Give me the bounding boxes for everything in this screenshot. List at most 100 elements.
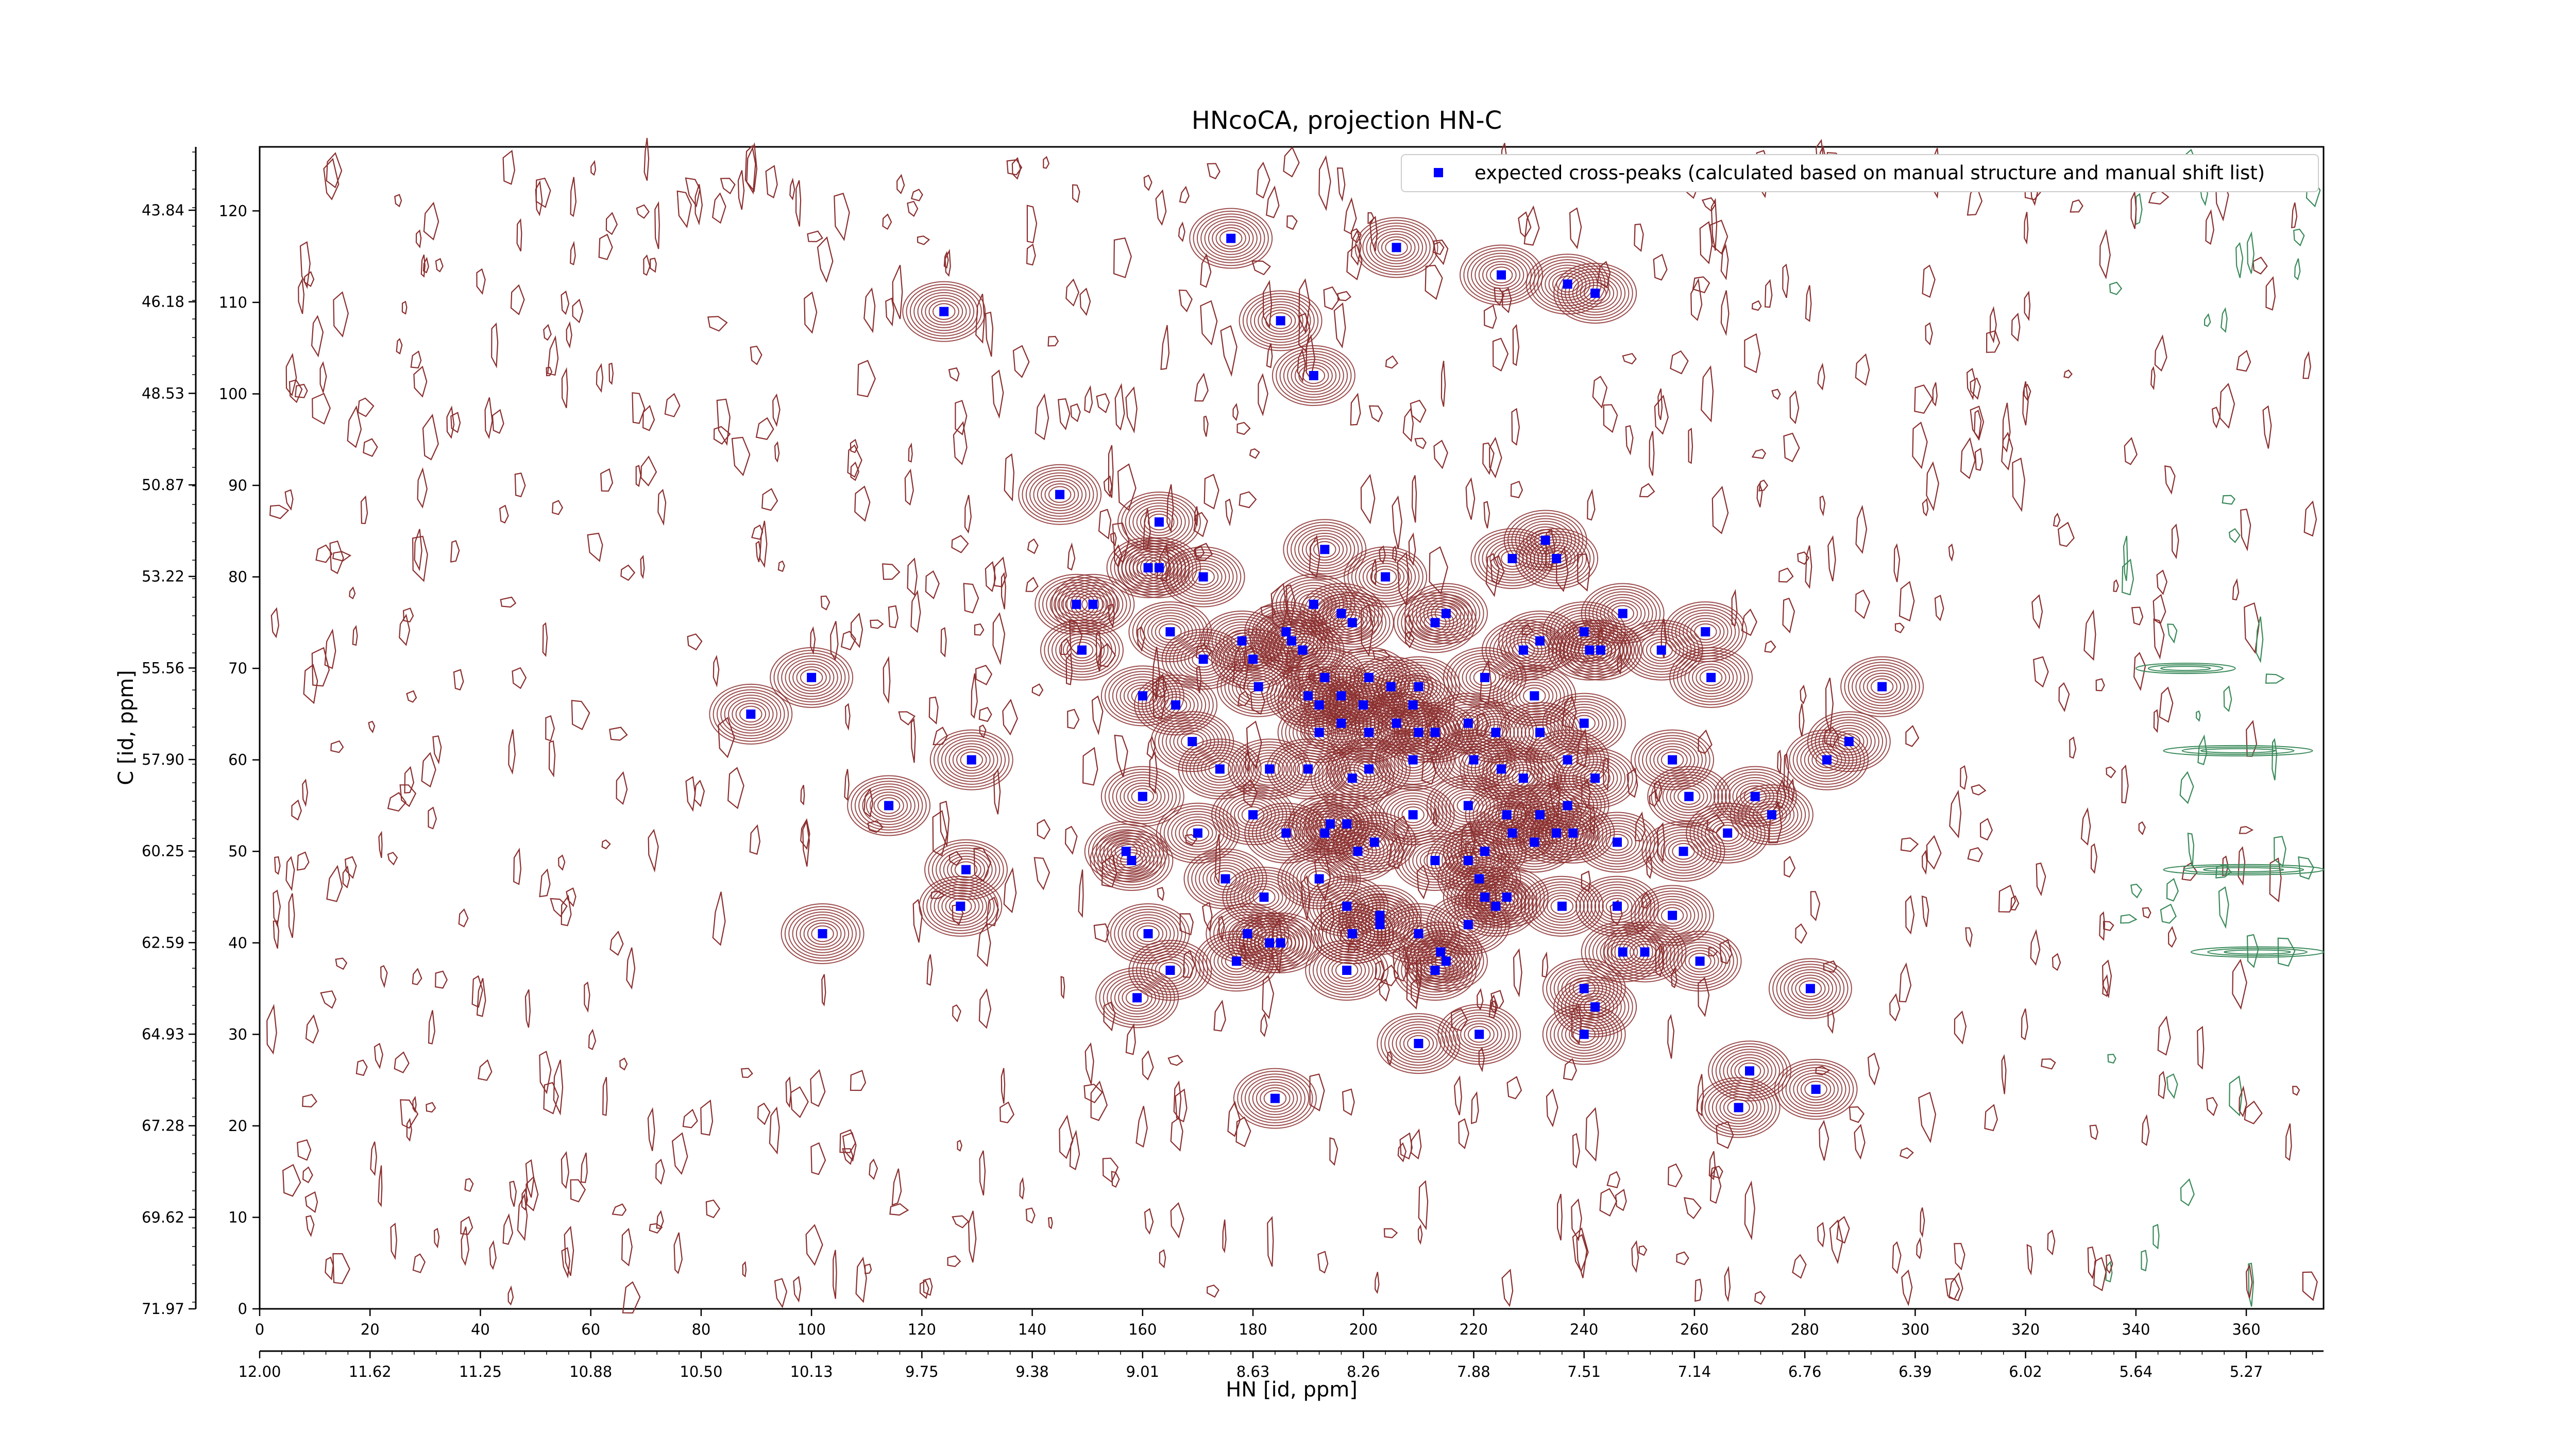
noise-contour (1006, 159, 1023, 176)
noise-contour (863, 287, 876, 333)
noise-contour (883, 655, 891, 704)
peak-marker (1535, 636, 1545, 646)
noise-contour (269, 504, 290, 519)
peak-marker (1518, 773, 1528, 783)
negative-contour (2190, 946, 2325, 958)
noise-contour (535, 180, 543, 216)
noise-contour (1065, 278, 1079, 307)
noise-contour (626, 947, 636, 990)
x-tick-label: 320 (2011, 1321, 2040, 1338)
peak-contour (1467, 1026, 1491, 1043)
noise-contour (1070, 403, 1081, 423)
noise-contour (1615, 1188, 1627, 1211)
peak-contour (1161, 546, 1245, 608)
noise-contour (1025, 577, 1039, 592)
peak-contour (1646, 638, 1677, 662)
peak-marker (1231, 956, 1241, 966)
peak-contour (1605, 898, 1629, 915)
noise-contour (765, 165, 778, 198)
noise-contour (1690, 278, 1703, 322)
noise-contour (289, 379, 303, 403)
peak-contour (1646, 896, 1699, 935)
peak-contour (727, 697, 774, 731)
noise-contour (1501, 1269, 1514, 1307)
peak-contour (1563, 622, 1639, 678)
peak-contour (1653, 746, 1692, 774)
noise-contour (1225, 498, 1233, 527)
peak-contour (1055, 630, 1109, 670)
noise-contour (926, 954, 933, 986)
peak-contour (1708, 1085, 1769, 1130)
noise-contour (1368, 405, 1383, 423)
peak-marker (1430, 966, 1440, 975)
noise-contour (2187, 832, 2195, 867)
y-tick-label: 50 (228, 843, 247, 860)
peak-marker (1805, 984, 1815, 993)
peak-marker (1480, 892, 1489, 902)
peak-contour (1157, 691, 1195, 719)
peak-contour (1449, 1012, 1510, 1057)
peak-contour (1122, 986, 1153, 1009)
peak-contour (1660, 907, 1684, 924)
noise-contour (789, 177, 795, 200)
peak-contour (1782, 1064, 1850, 1115)
noise-contour (727, 767, 744, 810)
noise-contour (993, 768, 1001, 815)
peak-contour (1716, 824, 1739, 841)
peak-contour (1445, 789, 1492, 822)
peak-contour (1303, 867, 1335, 890)
peak-contour (1568, 274, 1622, 313)
peak-contour (1328, 956, 1366, 985)
noise-contour (656, 1210, 664, 1229)
peak-contour (1471, 252, 1532, 297)
noise-contour (428, 1010, 435, 1044)
peak-contour (1247, 678, 1270, 695)
noise-contour (1918, 1091, 1937, 1143)
peak-marker (807, 672, 817, 682)
noise-contour (294, 383, 308, 398)
noise-contour (1638, 1245, 1648, 1256)
peak-marker (1309, 370, 1318, 380)
noise-contour (1406, 962, 1421, 1010)
noise-contour (1410, 1128, 1422, 1160)
noise-contour (1979, 818, 1993, 841)
peak-contour (1401, 751, 1425, 768)
peak-contour (1048, 486, 1072, 503)
noise-contour (1625, 425, 1634, 456)
noise-contour (991, 369, 1004, 419)
peak-contour (1508, 767, 1539, 789)
peak-marker (1347, 773, 1357, 783)
noise-contour (525, 1159, 535, 1198)
noise-contour (1482, 442, 1495, 475)
peak-contour (1256, 1084, 1294, 1113)
peak-marker (1430, 728, 1440, 737)
noise-contour (1694, 1278, 1703, 1302)
noise-contour (737, 170, 745, 210)
noise-contour (342, 865, 350, 889)
peak-contour (1260, 1087, 1291, 1110)
peak-contour (1212, 224, 1250, 252)
noise-contour (802, 819, 810, 867)
peak-marker (1656, 645, 1666, 655)
peak-contour (1283, 353, 1344, 398)
peak-contour (1147, 953, 1193, 987)
noise-contour (2093, 1257, 2107, 1291)
noise-contour (2024, 212, 2029, 245)
noise-contour (985, 561, 996, 593)
negative-contour (2135, 663, 2236, 675)
peak-marker (1347, 618, 1357, 628)
peak-contour (1140, 553, 1178, 582)
noise-contour (1414, 437, 1427, 449)
peak-marker (1822, 755, 1832, 765)
peak-contour (921, 295, 967, 328)
noise-contour (1657, 388, 1663, 420)
noise-contour (1477, 988, 1484, 1010)
peak-contour (922, 879, 999, 934)
x2-tick-label: 5.64 (2120, 1363, 2153, 1380)
noise-contour (1649, 431, 1655, 476)
peak-contour (1382, 683, 1444, 728)
noise-contour (1914, 384, 1933, 414)
peak-contour (1366, 563, 1405, 591)
noise-contour (1440, 361, 1446, 407)
peak-contour (1403, 675, 1434, 698)
